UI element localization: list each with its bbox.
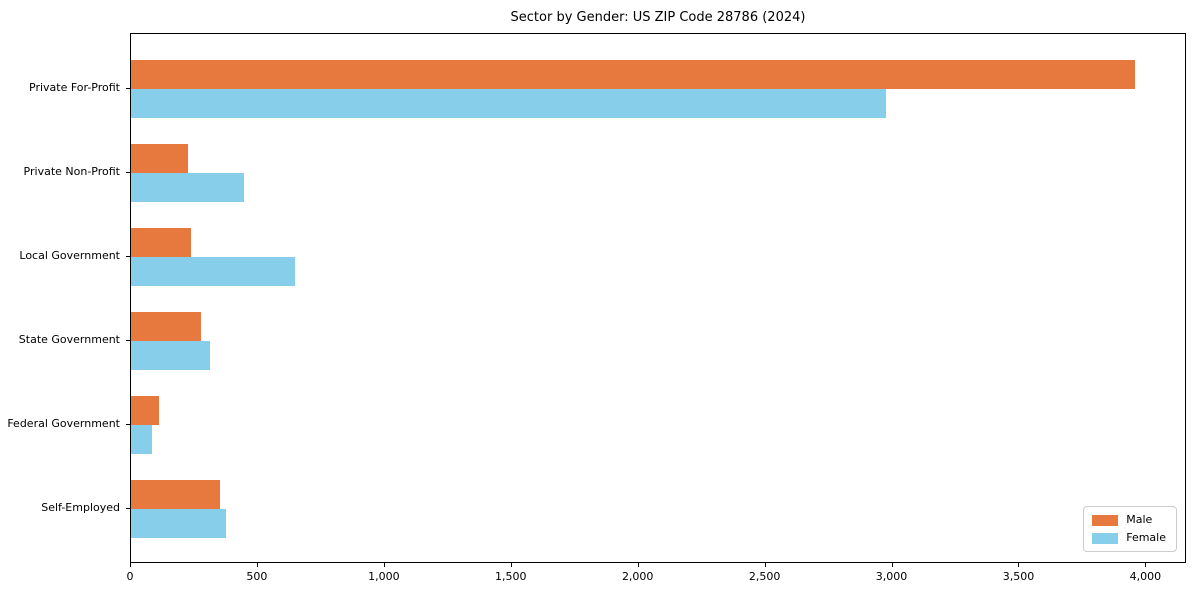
x-tick-label-3000: 3,000: [875, 570, 908, 583]
legend-item-female: Female: [1092, 532, 1166, 544]
male-legend-swatch: [1092, 514, 1119, 526]
x-tick-label-4000: 4,000: [1129, 570, 1162, 583]
y-axis-label-local-government: Local Government: [19, 249, 120, 262]
x-tick-label-3500: 3,500: [1002, 570, 1035, 583]
legend-label-male: Male: [1126, 513, 1153, 526]
bar-male-self-employed: [131, 480, 220, 509]
x-tick-label-1500: 1,500: [495, 570, 527, 583]
bar-male-local-government: [131, 228, 191, 257]
legend-item-male: Male: [1092, 514, 1166, 526]
y-tick-mark: [126, 256, 130, 257]
female-legend-swatch: [1092, 532, 1119, 544]
x-tick-mark: [256, 563, 258, 567]
y-axis-label-private-non-profit: Private Non-Profit: [23, 165, 120, 178]
bar-male-private-for-profit: [131, 60, 1135, 89]
y-axis-label-self-employed: Self-Employed: [41, 501, 120, 514]
bar-female-private-non-profit: [131, 173, 244, 202]
x-tick-mark: [130, 563, 131, 567]
bar-female-private-for-profit: [131, 89, 886, 118]
x-tick-mark: [1018, 563, 1020, 567]
x-tick-label-1000: 1,000: [368, 570, 400, 583]
y-tick-mark: [126, 424, 130, 425]
x-tick-label-0: 0: [126, 570, 134, 583]
chart-title: Sector by Gender: US ZIP Code 28786 (202…: [510, 10, 806, 25]
bar-male-private-non-profit: [131, 144, 188, 173]
y-tick-mark: [126, 508, 130, 509]
bar-female-self-employed: [131, 509, 226, 538]
y-tick-mark: [126, 340, 130, 341]
y-tick-mark: [126, 172, 130, 173]
bar-male-federal-government: [131, 396, 159, 425]
y-tick-mark: [126, 88, 130, 89]
bar-male-state-government: [131, 312, 201, 341]
bar-female-federal-government: [131, 425, 152, 454]
plot-area: Male Female: [130, 33, 1186, 563]
x-tick-mark: [891, 563, 893, 567]
legend: Male Female: [1083, 506, 1177, 552]
x-tick-label-2000: 2,000: [621, 570, 654, 583]
x-tick-mark: [637, 563, 639, 567]
x-tick-label-2500: 2,500: [748, 570, 781, 583]
y-axis-label-private-for-profit: Private For-Profit: [29, 81, 120, 94]
legend-label-female: Female: [1126, 531, 1166, 544]
y-axis-label-state-government: State Government: [18, 333, 120, 346]
x-tick-label-500: 500: [246, 570, 268, 583]
bar-female-state-government: [131, 341, 210, 370]
bar-female-local-government: [131, 257, 295, 286]
x-tick-mark: [764, 563, 766, 567]
x-tick-mark: [510, 563, 512, 567]
y-axis-label-federal-government: Federal Government: [7, 417, 120, 430]
x-tick-mark: [383, 563, 385, 567]
x-tick-mark: [1145, 563, 1147, 567]
